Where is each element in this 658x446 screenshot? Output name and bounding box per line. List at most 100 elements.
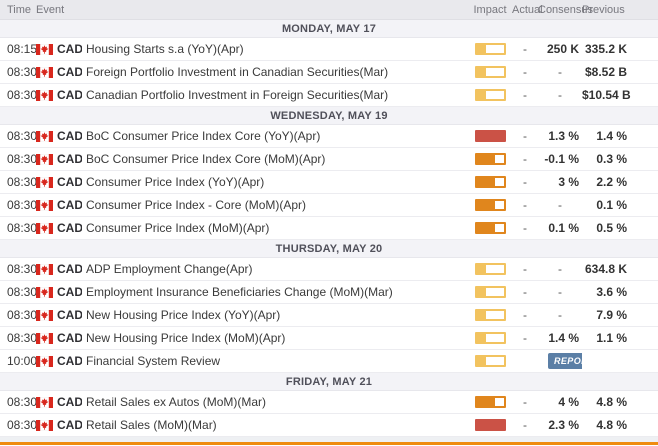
event-row[interactable]: 08:30 CAD New Housing Price Index (YoY)(A… xyxy=(0,304,658,327)
currency-label: CAD xyxy=(57,129,82,143)
event-row[interactable]: 08:30 CAD Foreign Portfolio Investment in… xyxy=(0,61,658,84)
consensus-value: 4 % xyxy=(558,395,579,409)
calendar-table-body: MONDAY, MAY 17 08:15 CAD Housing Starts s.… xyxy=(0,20,658,437)
previous-value: 634.8 K xyxy=(584,262,627,276)
event-row[interactable]: 08:30 CAD Retail Sales ex Autos (MoM)(Mar… xyxy=(0,391,658,414)
impact-fill xyxy=(476,45,486,53)
event-name: ADP Employment Change(Apr) xyxy=(86,262,253,276)
impact-cell xyxy=(468,43,512,55)
event-row[interactable]: 08:30 CAD New Housing Price Index (MoM)(A… xyxy=(0,327,658,350)
event-row[interactable]: 08:30 CAD Canadian Portfolio Investment i… xyxy=(0,84,658,107)
impact-cell xyxy=(468,153,512,165)
previous-value: $8.52 B xyxy=(584,65,627,79)
actual-value: - xyxy=(523,42,527,56)
previous-value: 1.4 % xyxy=(596,129,627,143)
impact-fill xyxy=(476,357,486,365)
impact-bar-medium-icon xyxy=(474,153,506,165)
actual-value: - xyxy=(523,152,527,166)
currency-cell: CAD xyxy=(36,198,82,212)
consensus-value: 0.1 % xyxy=(548,221,579,235)
impact-cell xyxy=(468,309,512,321)
column-header-actual: Actual xyxy=(512,3,543,16)
event-row[interactable]: 08:30 CAD BoC Consumer Price Index Core (… xyxy=(0,148,658,171)
currency-cell: CAD xyxy=(36,221,82,235)
actual-value: - xyxy=(523,308,527,322)
currency-cell: CAD xyxy=(36,285,82,299)
previous-value: 2.2 % xyxy=(596,175,627,189)
currency-label: CAD xyxy=(57,331,82,345)
consensus-value: 250 K xyxy=(546,42,579,56)
consensus-value: - xyxy=(558,285,562,299)
impact-cell xyxy=(468,332,512,344)
currency-label: CAD xyxy=(57,285,82,299)
previous-value: 7.9 % xyxy=(596,308,627,322)
column-header-event: Event xyxy=(36,3,65,16)
event-name: Employment Insurance Beneficiaries Chang… xyxy=(86,285,393,299)
event-row[interactable]: 08:15 CAD Housing Starts s.a (YoY)(Apr) - 2… xyxy=(0,38,658,61)
canada-flag-icon xyxy=(36,130,53,142)
impact-bar-medium-icon xyxy=(474,396,506,408)
actual-value: - xyxy=(523,65,527,79)
impact-cell xyxy=(468,355,512,367)
event-row[interactable]: 08:30 CAD Consumer Price Index (MoM)(Apr)… xyxy=(0,217,658,240)
consensus-value: - xyxy=(558,262,562,276)
day-header: FRIDAY, MAY 21 xyxy=(0,373,658,391)
impact-bar-medium-icon xyxy=(474,222,506,234)
previous-value: 4.8 % xyxy=(596,418,627,432)
consensus-value: -0.1 % xyxy=(544,152,579,166)
event-row[interactable]: 08:30 CAD BoC Consumer Price Index Core (… xyxy=(0,125,658,148)
canada-flag-icon xyxy=(36,396,53,408)
event-row[interactable]: 08:30 CAD Consumer Price Index (YoY)(Apr)… xyxy=(0,171,658,194)
column-header-previous: Previous xyxy=(582,3,625,16)
impact-bar-medium-icon xyxy=(474,176,506,188)
impact-fill xyxy=(476,421,504,429)
currency-label: CAD xyxy=(57,308,82,322)
day-header: WEDNESDAY, MAY 19 xyxy=(0,107,658,125)
event-row[interactable]: 08:30 CAD Consumer Price Index - Core (Mo… xyxy=(0,194,658,217)
consensus-value: 1.4 % xyxy=(548,331,579,345)
event-name: Foreign Portfolio Investment in Canadian… xyxy=(86,65,389,79)
event-name: Housing Starts s.a (YoY)(Apr) xyxy=(86,42,244,56)
event-row[interactable]: 10:00 CAD Financial System Review REPORT xyxy=(0,350,658,373)
event-row[interactable]: 08:30 CAD Employment Insurance Beneficiar… xyxy=(0,281,658,304)
consensus-value: - xyxy=(558,65,562,79)
currency-label: CAD xyxy=(57,354,82,368)
impact-cell xyxy=(468,222,512,234)
event-row[interactable]: 08:30 CAD Retail Sales (MoM)(Mar) - 2.3 % 4.… xyxy=(0,414,658,437)
impact-bar-low-icon xyxy=(474,66,506,78)
impact-cell xyxy=(468,89,512,101)
event-time: 08:30 xyxy=(7,129,36,143)
impact-bar-low-icon xyxy=(474,286,506,298)
event-name: Consumer Price Index (YoY)(Apr) xyxy=(86,175,265,189)
impact-bar-low-icon xyxy=(474,355,506,367)
currency-label: CAD xyxy=(57,175,82,189)
currency-cell: CAD xyxy=(36,354,82,368)
event-name: New Housing Price Index (MoM)(Apr) xyxy=(86,331,286,345)
actual-value: - xyxy=(523,88,527,102)
event-time: 08:30 xyxy=(7,88,36,102)
impact-bar-low-icon xyxy=(474,309,506,321)
report-badge-link[interactable]: REPORT xyxy=(548,353,582,369)
canada-flag-icon xyxy=(36,355,53,367)
impact-fill xyxy=(476,178,495,186)
actual-value: - xyxy=(523,262,527,276)
previous-value: 3.6 % xyxy=(596,285,627,299)
event-name: Retail Sales ex Autos (MoM)(Mar) xyxy=(86,395,267,409)
event-time: 08:15 xyxy=(7,42,36,56)
actual-value: - xyxy=(523,198,527,212)
previous-value: 0.3 % xyxy=(596,152,627,166)
event-time: 08:30 xyxy=(7,395,36,409)
impact-fill xyxy=(476,334,486,342)
event-time: 08:30 xyxy=(7,331,36,345)
previous-value: 335.2 K xyxy=(584,42,627,56)
currency-cell: CAD xyxy=(36,331,82,345)
canada-flag-icon xyxy=(36,176,53,188)
actual-value: - xyxy=(523,285,527,299)
consensus-value: 2.3 % xyxy=(548,418,579,432)
previous-value: 0.5 % xyxy=(596,221,627,235)
currency-cell: CAD xyxy=(36,65,82,79)
consensus-value: 3 % xyxy=(558,175,579,189)
currency-cell: CAD xyxy=(36,175,82,189)
event-time: 08:30 xyxy=(7,221,36,235)
event-row[interactable]: 08:30 CAD ADP Employment Change(Apr) - - 634… xyxy=(0,258,658,281)
